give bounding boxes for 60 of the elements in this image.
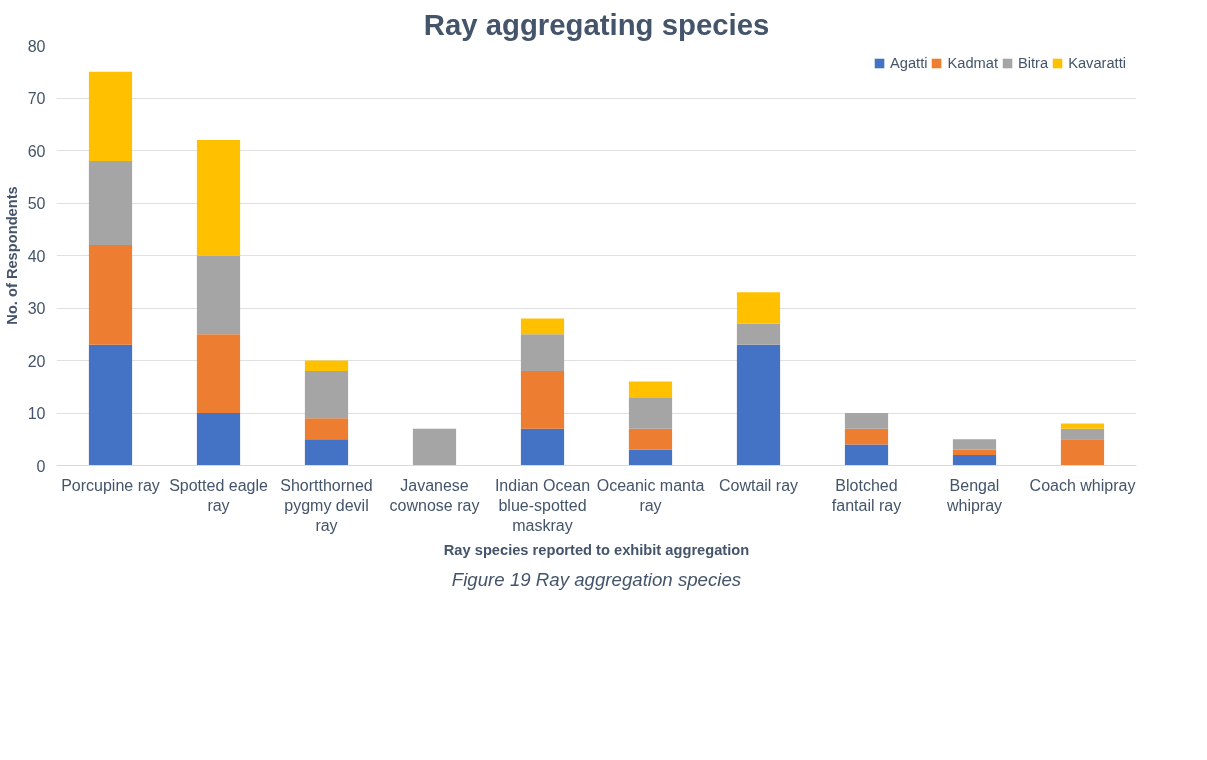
x-axis-title: Ray species reported to exhibit aggregation xyxy=(443,542,750,559)
bar xyxy=(736,344,781,466)
bar xyxy=(88,161,133,245)
y-tick-label: 0 xyxy=(36,457,46,475)
caption: Figure 19 Ray aggregation species xyxy=(451,568,742,590)
bar xyxy=(952,439,997,450)
y-axis-title: No. of Respondents xyxy=(3,186,20,325)
bar xyxy=(520,334,565,371)
y-tick-label: 40 xyxy=(27,247,46,265)
bar xyxy=(520,371,565,429)
bar xyxy=(844,413,889,429)
x-tick-label: Porcupine ray xyxy=(61,476,160,494)
x-tick-label: Spotted eagle ray xyxy=(169,476,268,514)
y-tick-label: 30 xyxy=(27,300,46,317)
bar xyxy=(628,428,673,450)
bar xyxy=(196,334,241,413)
bar xyxy=(736,292,781,324)
bar xyxy=(412,428,457,466)
bar xyxy=(1060,439,1105,466)
x-tick-label: Blotched fantail ray xyxy=(831,476,902,514)
bar xyxy=(196,255,241,335)
bar xyxy=(1060,423,1105,429)
chart-title: Ray aggregating species xyxy=(423,7,770,41)
legend-label: Agatti xyxy=(890,55,928,71)
x-tick-label: Indian Ocean blue-spotted maskray xyxy=(494,476,591,535)
bar xyxy=(628,381,673,398)
bar xyxy=(196,413,241,466)
x-tick-label: Oceanic manta ray xyxy=(596,476,705,514)
bar xyxy=(844,444,889,466)
bar xyxy=(304,360,349,371)
bar xyxy=(196,140,241,256)
bar xyxy=(952,449,997,455)
y-tick-label: 70 xyxy=(27,90,46,107)
bar xyxy=(520,428,565,466)
x-tick-label: Bengal whipray xyxy=(945,476,1003,514)
legend-label: Kadmat xyxy=(947,55,999,71)
bar xyxy=(88,245,133,345)
x-tick-label: Shortthorned pygmy devil ray xyxy=(280,476,373,535)
bar xyxy=(304,439,349,466)
bar xyxy=(88,71,133,161)
bar xyxy=(304,418,349,440)
y-tick-label: 60 xyxy=(27,142,46,160)
legend-label: Bitra xyxy=(1018,55,1049,71)
y-tick-label: 10 xyxy=(27,405,46,422)
x-tick-label: Javanese cownose ray xyxy=(389,476,480,514)
x-tick-label: Coach whipray xyxy=(1029,476,1136,494)
bar xyxy=(88,344,133,466)
bar xyxy=(952,455,997,466)
y-tick-label: 20 xyxy=(27,352,46,370)
x-tick-label: Cowtail ray xyxy=(718,476,799,494)
bar xyxy=(304,371,349,419)
bar xyxy=(736,323,781,345)
bar xyxy=(844,428,889,445)
bar xyxy=(628,449,673,466)
legend-label: Kavaratti xyxy=(1068,55,1126,71)
bar xyxy=(628,397,673,429)
bar xyxy=(1060,428,1105,440)
y-tick-label: 80 xyxy=(27,37,46,55)
y-tick-label: 50 xyxy=(27,195,46,212)
bar xyxy=(520,318,565,335)
